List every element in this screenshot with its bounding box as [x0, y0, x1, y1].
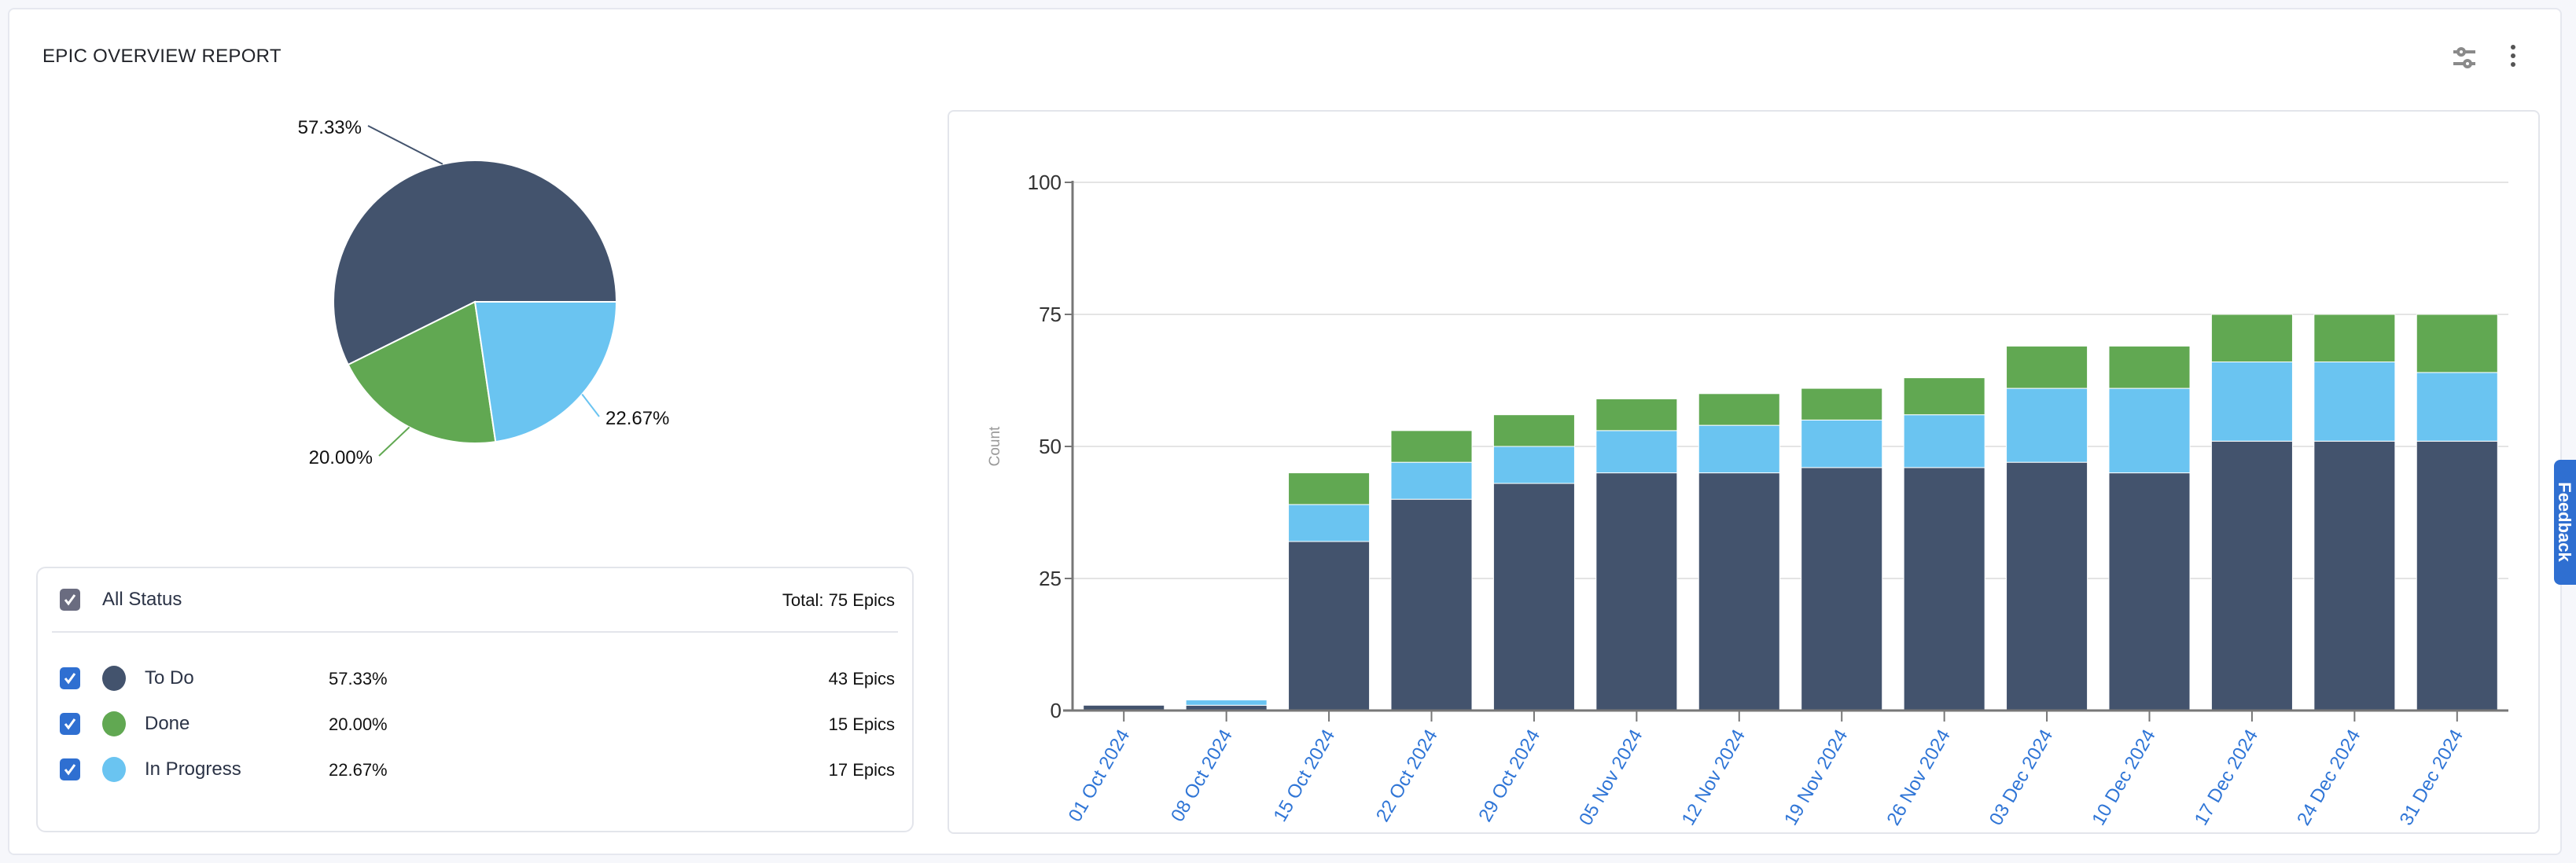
- x-tick-label: 08 Oct 2024: [1167, 726, 1237, 826]
- bar-segment-todo[interactable]: [1595, 472, 1678, 711]
- x-tick-label: 12 Nov 2024: [1678, 725, 1750, 828]
- pie-slice[interactable]: [333, 160, 618, 366]
- bar-segment-in-progress[interactable]: [1492, 446, 1575, 484]
- more-vertical-icon[interactable]: [2504, 44, 2523, 69]
- bar-segment-todo[interactable]: [2006, 461, 2088, 711]
- bar-segment-in-progress[interactable]: [2210, 361, 2293, 442]
- pie-slice-label: 57.33%: [298, 117, 362, 138]
- sliders-icon[interactable]: [2452, 44, 2477, 69]
- bar-segment-done[interactable]: [1903, 377, 1985, 416]
- bar-segment-done[interactable]: [1698, 393, 1780, 426]
- pie-chart: 57.33% 20.00% 22.67%: [298, 117, 670, 468]
- bar-segment-done[interactable]: [1390, 430, 1473, 463]
- x-tick-label: 05 Nov 2024: [1575, 726, 1647, 829]
- bar-segment-todo[interactable]: [1492, 483, 1575, 711]
- bar-segment-in-progress[interactable]: [1185, 700, 1268, 706]
- bar-segment-todo[interactable]: [2416, 440, 2498, 711]
- pie-slice-label: 20.00%: [309, 447, 373, 468]
- y-tick-label: 100: [1028, 171, 1062, 194]
- bar-segment-in-progress[interactable]: [2416, 372, 2498, 442]
- bar-segment-done[interactable]: [1595, 398, 1678, 432]
- bar-segment-in-progress[interactable]: [1903, 414, 1985, 468]
- bar-segment-done[interactable]: [2313, 314, 2396, 362]
- x-tick-label: 26 Nov 2024: [1882, 726, 1954, 829]
- status-count: 43 Epics: [828, 669, 895, 689]
- x-tick-label: 31 Dec 2024: [2396, 725, 2467, 828]
- bar-segment-done[interactable]: [2108, 345, 2191, 389]
- status-checkbox[interactable]: [60, 667, 80, 689]
- status-color-dot: [102, 757, 126, 782]
- bar-segment-in-progress[interactable]: [2313, 361, 2396, 442]
- pie-slice[interactable]: [473, 301, 618, 443]
- x-tick-label: 29 Oct 2024: [1474, 726, 1544, 826]
- x-tick-label: 10 Dec 2024: [2088, 726, 2159, 829]
- legend-item: Done 20.00% 15 Epics: [38, 708, 912, 740]
- bar-segment-todo[interactable]: [1903, 467, 1985, 711]
- bar-segment-todo[interactable]: [1288, 541, 1371, 711]
- status-checkbox[interactable]: [60, 758, 80, 780]
- pie-slice-label: 22.67%: [605, 408, 669, 429]
- report-title: EPIC OVERVIEW REPORT: [42, 46, 282, 67]
- status-color-dot: [102, 711, 126, 736]
- legend-all-row: All Status Total: 75 Epics: [38, 584, 912, 615]
- legend-item: To Do 57.33% 43 Epics: [38, 663, 912, 694]
- y-tick-label: 0: [1051, 699, 1062, 722]
- x-tick-label: 22 Oct 2024: [1372, 726, 1442, 826]
- y-tick-label: 50: [1039, 435, 1062, 458]
- y-axis-label: Count: [987, 426, 1003, 466]
- bar-segment-todo[interactable]: [1698, 472, 1780, 711]
- all-status-checkbox[interactable]: [60, 589, 80, 611]
- bar-segment-in-progress[interactable]: [1288, 504, 1371, 542]
- bar-segment-todo[interactable]: [2108, 472, 2191, 711]
- bar-segment-todo[interactable]: [1801, 467, 1883, 711]
- bar-segment-in-progress[interactable]: [1698, 424, 1780, 474]
- status-count: 17 Epics: [828, 760, 895, 780]
- bar-segment-in-progress[interactable]: [1801, 419, 1883, 468]
- status-color-dot: [102, 666, 126, 691]
- y-tick-label: 25: [1039, 567, 1062, 590]
- status-label: Done: [145, 713, 190, 734]
- status-percent: 22.67%: [329, 760, 388, 780]
- stacked-bar-chart: 0 25 50 75 100 Count 01 Oct 2024 08 Oct 2024 15 …: [987, 171, 2508, 829]
- status-percent: 20.00%: [329, 714, 388, 734]
- feedback-label: Feedback: [2555, 482, 2574, 562]
- feedback-tab[interactable]: Feedback: [2554, 460, 2576, 585]
- legend-divider: [52, 631, 898, 633]
- bar-segment-done[interactable]: [2416, 314, 2498, 373]
- legend-item: In Progress 22.67% 17 Epics: [38, 754, 912, 785]
- status-label: In Progress: [145, 758, 241, 780]
- status-count: 15 Epics: [828, 714, 895, 734]
- x-tick-label: 17 Dec 2024: [2191, 726, 2262, 829]
- bar-segment-todo[interactable]: [1390, 498, 1473, 711]
- bar-segment-done[interactable]: [2210, 314, 2293, 362]
- y-tick-label: 75: [1039, 303, 1062, 326]
- bar-segment-in-progress[interactable]: [2108, 387, 2191, 474]
- bar-segment-done[interactable]: [1492, 414, 1575, 447]
- x-tick-label: 01 Oct 2024: [1065, 726, 1135, 826]
- pie-leader-line: [581, 394, 600, 417]
- total-count: Total: 75 Epics: [782, 590, 895, 610]
- status-percent: 57.33%: [329, 669, 388, 689]
- x-tick-label: 15 Oct 2024: [1270, 726, 1340, 826]
- bar-segment-todo[interactable]: [2313, 440, 2396, 711]
- status-legend: All Status Total: 75 Epics To Do 57.33% …: [36, 567, 914, 832]
- pie-slice[interactable]: [347, 300, 497, 444]
- pie-leader-line: [378, 426, 410, 457]
- x-tick-label: 19 Nov 2024: [1780, 726, 1852, 829]
- pie-leader-line: [367, 125, 443, 165]
- bar-segment-in-progress[interactable]: [1595, 430, 1678, 474]
- status-checkbox[interactable]: [60, 713, 80, 735]
- bar-segment-done[interactable]: [1801, 387, 1883, 420]
- bar-segment-todo[interactable]: [2210, 440, 2293, 711]
- all-status-label: All Status: [102, 589, 182, 610]
- x-tick-label: 03 Dec 2024: [1985, 726, 2057, 829]
- bar-segment-in-progress[interactable]: [2006, 387, 2088, 463]
- status-label: To Do: [145, 667, 194, 689]
- bar-segment-done[interactable]: [2006, 345, 2088, 389]
- x-tick-label: 24 Dec 2024: [2293, 726, 2364, 829]
- bar-segment-done[interactable]: [1288, 472, 1371, 505]
- bar-segment-in-progress[interactable]: [1390, 461, 1473, 500]
